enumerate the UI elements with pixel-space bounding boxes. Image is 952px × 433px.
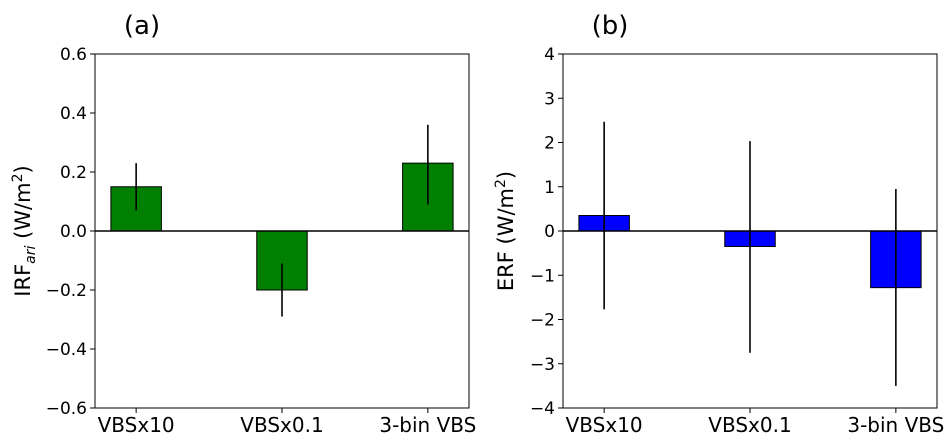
- y-tick-label: 0.4: [60, 104, 87, 124]
- x-tick-label: VBSx10: [566, 413, 643, 433]
- panel-b: −4 −3 −2 −1 0 1 2 3 4 VBSx10 VBSx0.1 3-bin VBS ERF (…: [493, 11, 944, 433]
- y-tick-label: 4: [544, 45, 555, 65]
- y-tick-label: 0.2: [60, 163, 87, 183]
- y-tick-label: 1: [544, 178, 555, 198]
- y-tick-label: −3: [530, 355, 555, 375]
- y-axis-label: ERF (W/m2): [493, 171, 518, 291]
- y-axis-label: IRFari (W/m2): [10, 165, 39, 296]
- x-tick-label: VBSx10: [98, 413, 175, 433]
- x-tick-label: 3-bin VBS: [847, 413, 944, 433]
- y-tick-label: 0: [544, 222, 555, 242]
- y-tick-label: 0.6: [60, 45, 87, 65]
- x-tick-label: VBSx0.1: [708, 413, 791, 433]
- y-tick-label: −0.2: [46, 281, 87, 301]
- y-tick-label: −0.4: [46, 340, 87, 360]
- y-tick-label: 2: [544, 134, 555, 154]
- y-tick-label: 3: [544, 89, 555, 109]
- panel-label: (b): [592, 11, 629, 41]
- y-tick-label: 0.0: [60, 222, 87, 242]
- x-tick-label: VBSx0.1: [240, 413, 323, 433]
- y-tick-label: −4: [530, 399, 555, 419]
- y-tick-label: −1: [530, 266, 555, 286]
- y-tick-label: −0.6: [46, 399, 87, 419]
- x-tick-label: 3-bin VBS: [379, 413, 476, 433]
- y-tick-label: −2: [530, 311, 555, 331]
- panel-label: (a): [124, 11, 160, 41]
- panel-a: −0.6 −0.4 −0.2 0.0 0.2 0.4 0.6 VBSx10 VBSx0.1 3-b…: [10, 11, 476, 433]
